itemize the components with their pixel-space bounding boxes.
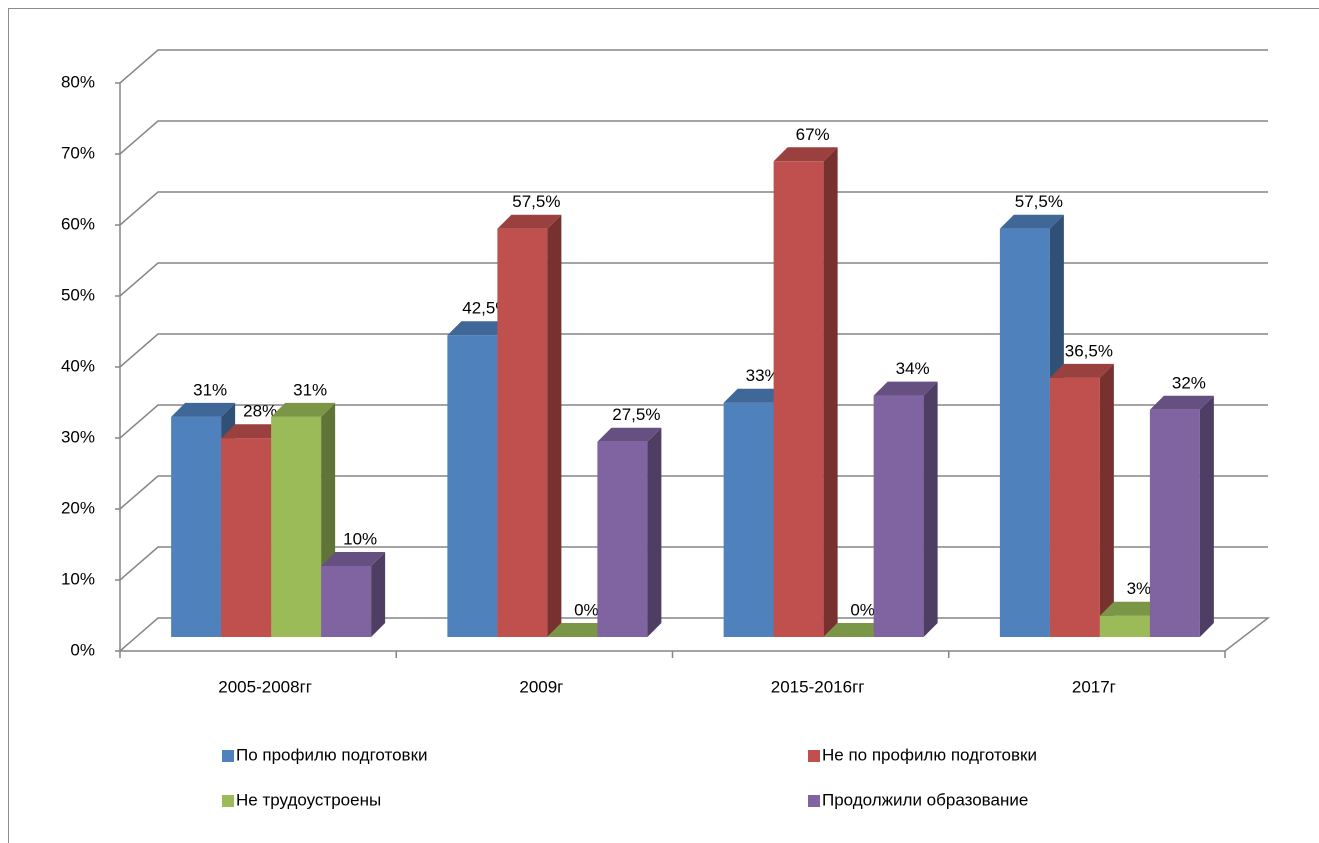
- bar-front: [321, 566, 372, 637]
- data-label: 57,5%: [1015, 192, 1063, 211]
- legend-label: Не по профилю подготовки: [822, 745, 1037, 764]
- bar-side: [547, 214, 562, 637]
- bar-top: [171, 402, 236, 417]
- y-tick-label: 10%: [61, 569, 95, 588]
- y-tick-label: 50%: [61, 285, 95, 304]
- bar-top: [873, 381, 938, 396]
- grid-line: [119, 333, 1268, 368]
- y-tick-label: 20%: [61, 498, 95, 517]
- legend-label: Продолжили образование: [822, 790, 1028, 809]
- bar-front: [1099, 615, 1150, 637]
- bar-front: [271, 416, 322, 637]
- legend-label: По профилю подготовки: [236, 745, 428, 764]
- grid-line: [119, 49, 1268, 84]
- bar-front: [497, 228, 548, 637]
- bar-top: [497, 214, 562, 229]
- data-label: 0%: [850, 600, 875, 619]
- grid-line: [119, 191, 1268, 226]
- bar-side: [1199, 395, 1214, 637]
- y-tick-label: 70%: [61, 143, 95, 162]
- data-label: 28%: [243, 402, 277, 421]
- y-tick-label: 80%: [61, 72, 95, 91]
- bar-front: [597, 441, 648, 637]
- legend-swatch: [222, 795, 234, 807]
- bar-top: [271, 402, 336, 417]
- x-tick-label: 2015-2016гг: [771, 677, 865, 696]
- bar-top: [597, 427, 662, 442]
- bar-side: [923, 381, 938, 637]
- y-tick-label: 0%: [70, 640, 95, 659]
- bar-top: [723, 388, 788, 403]
- bar-front: [773, 161, 824, 638]
- bar-side: [371, 552, 386, 637]
- bar-front: [1149, 409, 1200, 637]
- bar-top: [221, 424, 286, 439]
- x-tick-label: 2009г: [519, 677, 563, 696]
- data-label: 10%: [343, 529, 377, 548]
- data-label: 34%: [896, 359, 930, 378]
- bar-top: [1049, 363, 1114, 378]
- legend-swatch: [808, 750, 820, 762]
- bar-side: [647, 427, 662, 637]
- data-label: 57,5%: [512, 192, 560, 211]
- data-label: 33%: [746, 366, 780, 385]
- data-label: 27,5%: [612, 405, 660, 424]
- y-tick-label: 60%: [61, 214, 95, 233]
- data-label: 3%: [1127, 579, 1152, 598]
- legend-swatch: [808, 795, 820, 807]
- bar-top: [321, 552, 386, 566]
- y-tick-label: 40%: [61, 356, 95, 375]
- floor: [119, 617, 1271, 652]
- y-tick-label: 30%: [61, 427, 95, 446]
- bar-top: [1149, 395, 1214, 410]
- bar-top: [547, 623, 612, 637]
- grid-line: [119, 262, 1268, 297]
- bar-front: [999, 228, 1050, 637]
- legend-swatch: [222, 750, 234, 762]
- data-label: 31%: [193, 380, 227, 399]
- legend-label: Не трудоустроены: [236, 790, 381, 809]
- bar-top: [773, 147, 838, 162]
- x-tick-label: 2017г: [1072, 677, 1116, 696]
- data-label: 67%: [796, 125, 830, 144]
- bar-top: [447, 321, 512, 336]
- data-label: 36,5%: [1065, 341, 1113, 360]
- bar-front: [873, 395, 924, 637]
- bar-front: [1049, 377, 1100, 637]
- bar-front: [221, 438, 272, 637]
- grid-line: [119, 120, 1268, 155]
- bar-top: [823, 623, 888, 637]
- bar-top: [1099, 601, 1164, 616]
- bar-top: [999, 214, 1064, 229]
- x-tick-label: 2005-2008гг: [218, 677, 312, 696]
- data-label: 31%: [293, 380, 327, 399]
- data-label: 32%: [1172, 373, 1206, 392]
- bar-side: [1099, 363, 1114, 637]
- data-label: 0%: [574, 600, 599, 619]
- bar-front: [171, 416, 222, 637]
- bar-front: [723, 402, 774, 637]
- chart-border: [8, 8, 1319, 843]
- bar-side: [823, 147, 838, 638]
- bar-front: [447, 335, 498, 637]
